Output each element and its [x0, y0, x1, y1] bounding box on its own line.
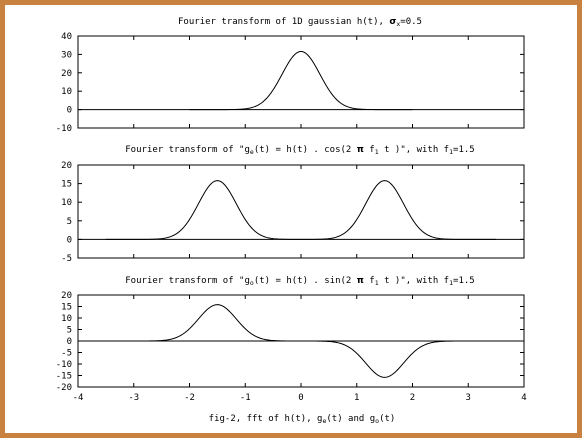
x-tick-label: 3 — [466, 393, 471, 403]
axes-frame — [77, 164, 525, 259]
x-tick-label: -4 — [73, 393, 84, 403]
y-tick-label: 10 — [61, 198, 72, 208]
y-tick-label: 0 — [67, 106, 72, 116]
y-tick-label: -20 — [56, 383, 72, 393]
x-tick-label: 1 — [354, 393, 359, 403]
plot-area: -10010203040-505101520-20-15-10-50510152… — [56, 32, 527, 403]
x-axis-label: fig-2, fft of h(t), ge(t) and go(t) — [209, 414, 396, 425]
y-tick-label: 20 — [61, 161, 72, 171]
y-tick-label: -10 — [56, 124, 72, 134]
y-tick-label: 5 — [67, 326, 72, 336]
y-tick-label: 5 — [67, 217, 72, 227]
title-panel-2: Fourier transform of "ge(t) = h(t) . cos… — [125, 145, 474, 156]
title-panel-3: Fourier transform of "go(t) = h(t) . sin… — [125, 276, 474, 287]
series-line-1 — [189, 50, 413, 111]
panel-1: -10 0 10 20 30 40 — [56, 32, 525, 134]
y-tick-label: 40 — [61, 32, 72, 42]
x-tick-label: -2 — [184, 393, 195, 403]
title-panel-1: Fourier transform of 1D gaussian h(t), σ… — [178, 17, 422, 28]
x-tick-label: -1 — [240, 393, 251, 403]
y-tick-label: 0 — [67, 337, 72, 347]
y-tick-label: 0 — [67, 235, 72, 245]
y-tick-label: -15 — [56, 372, 72, 382]
series-line-1 — [105, 304, 497, 378]
y-tick-label: 10 — [61, 87, 72, 97]
y-tick-label: -5 — [61, 254, 72, 264]
y-tick-label: 15 — [61, 303, 72, 313]
y-tick-label: -10 — [56, 360, 72, 370]
y-tick-label: 30 — [61, 50, 72, 60]
series-line-1 — [105, 180, 497, 240]
x-tick-label: -3 — [128, 393, 139, 403]
axes-frame — [77, 35, 525, 129]
x-tick-label: 0 — [298, 393, 303, 403]
y-tick-label: 10 — [61, 314, 72, 324]
panel-2: -5 0 5 10 15 20 — [61, 161, 525, 264]
x-tick-label: 4 — [521, 393, 526, 403]
y-tick-label: 20 — [61, 291, 72, 301]
y-tick-label: 15 — [61, 180, 72, 190]
y-tick-label: -5 — [61, 349, 72, 359]
x-tick-label: 2 — [410, 393, 415, 403]
y-tick-label: 20 — [61, 69, 72, 79]
